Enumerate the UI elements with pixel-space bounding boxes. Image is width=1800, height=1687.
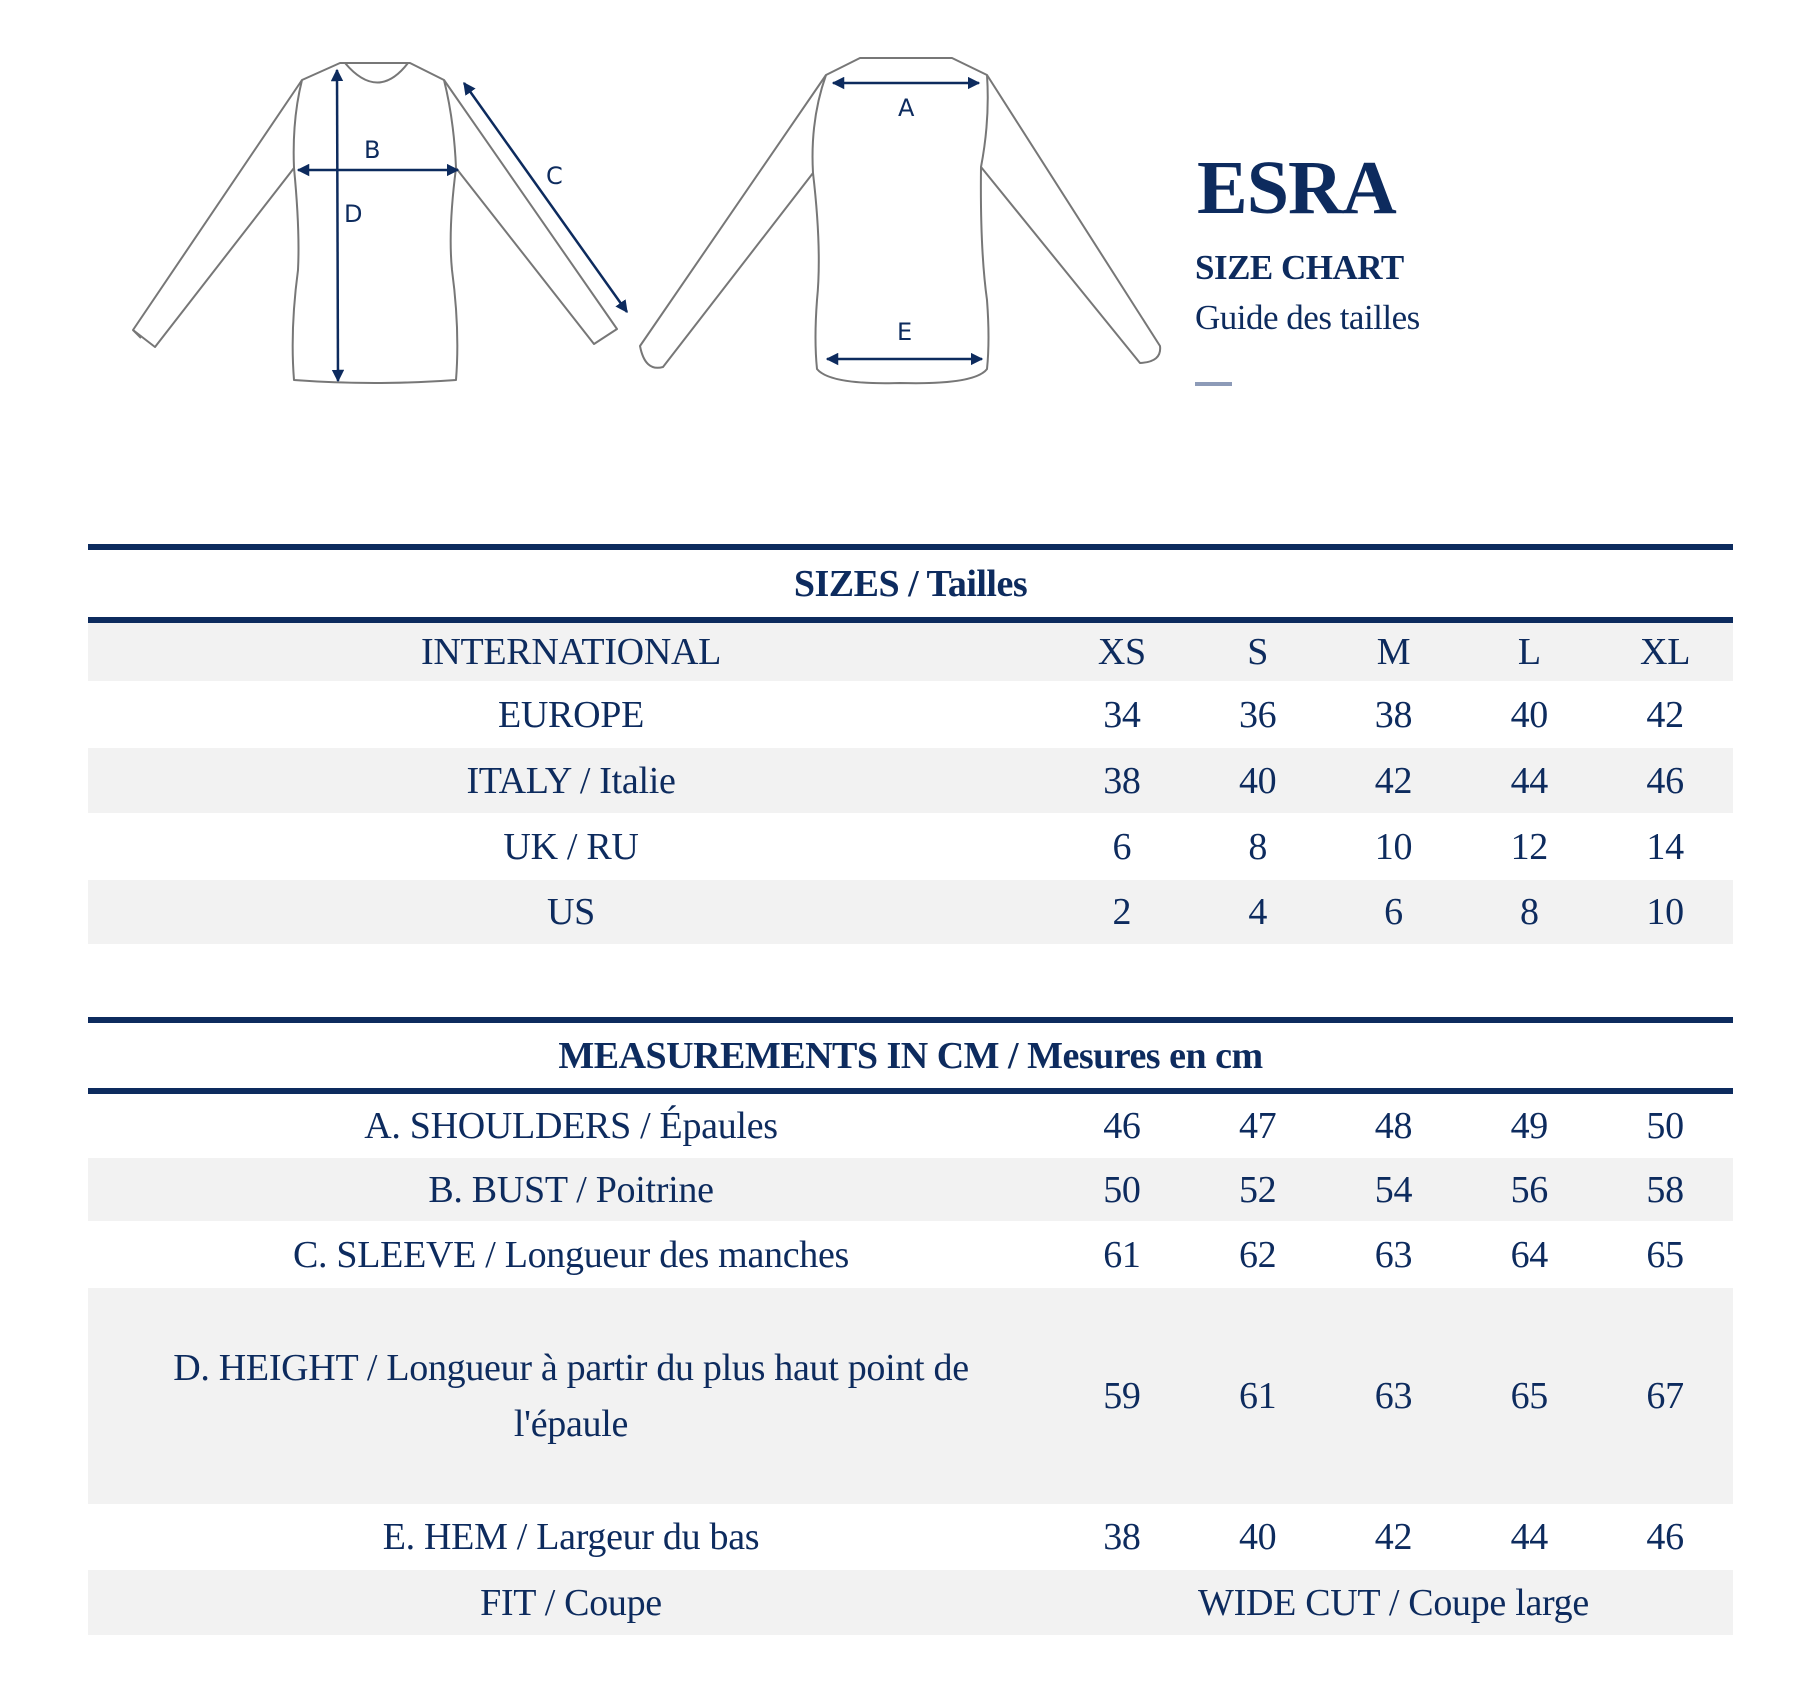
size-cell: 59 bbox=[1103, 1375, 1141, 1417]
size-cell: 65 bbox=[1510, 1375, 1549, 1417]
size-cell: 46 bbox=[1103, 1105, 1141, 1147]
size-cell: 50 bbox=[1103, 1168, 1141, 1211]
size-cell: 38 bbox=[1103, 759, 1141, 802]
front-measure-arrows bbox=[296, 68, 629, 383]
size-cell: 48 bbox=[1374, 1105, 1413, 1147]
size-cell: 6 bbox=[1384, 891, 1403, 933]
table-row: A. SHOULDERS / Épaules 46 47 48 49 50 bbox=[88, 1094, 1733, 1158]
size-cell: 4 bbox=[1248, 891, 1268, 933]
row-label: E. HEM / Largeur du bas bbox=[382, 1516, 760, 1558]
size-cell: 34 bbox=[1103, 693, 1141, 736]
size-cell: 63 bbox=[1374, 1233, 1413, 1276]
size-cell: 38 bbox=[1374, 693, 1413, 736]
table-rule bbox=[88, 1088, 1733, 1094]
size-cell: 10 bbox=[1374, 825, 1413, 868]
label-b: B bbox=[364, 136, 380, 164]
measurements-table: MEASUREMENTS IN CM / Mesures en cm A. SH… bbox=[88, 1017, 1733, 1635]
size-cell: 8 bbox=[1248, 825, 1268, 868]
table-row: B. BUST / Poitrine 50 52 54 56 58 bbox=[88, 1158, 1733, 1221]
label-a: A bbox=[898, 94, 915, 122]
table-row: ITALY / Italie 38 40 42 44 46 bbox=[88, 748, 1733, 813]
brand-title: ESRA bbox=[1197, 146, 1397, 230]
size-cell: 6 bbox=[1112, 825, 1132, 868]
row-label: US bbox=[547, 891, 595, 933]
size-cell: L bbox=[1517, 631, 1541, 673]
size-cell: 62 bbox=[1238, 1233, 1277, 1276]
size-cell: 42 bbox=[1374, 1516, 1413, 1558]
front-view-shirt bbox=[132, 62, 618, 384]
row-label: A. SHOULDERS / Épaules bbox=[364, 1105, 778, 1147]
row-label: INTERNATIONAL bbox=[420, 631, 722, 673]
table-row: E. HEM / Largeur du bas 38 40 42 44 46 bbox=[88, 1504, 1733, 1570]
garment-diagram: B C D A E bbox=[132, 57, 1162, 385]
size-cell: 56 bbox=[1510, 1168, 1549, 1211]
size-cell: 40 bbox=[1238, 759, 1277, 802]
table-rule bbox=[88, 617, 1733, 623]
title-divider bbox=[1195, 382, 1232, 386]
back-measure-arrows bbox=[825, 76, 984, 366]
size-cell: 2 bbox=[1112, 891, 1132, 933]
size-cell: 49 bbox=[1510, 1105, 1549, 1147]
size-cell: 58 bbox=[1646, 1168, 1684, 1211]
fit-row: FIT / Coupe WIDE CUT / Coupe large bbox=[88, 1570, 1733, 1635]
size-cell: 67 bbox=[1646, 1375, 1684, 1417]
measurements-table-title: MEASUREMENTS IN CM / Mesures en cm bbox=[558, 1034, 1263, 1077]
size-cell: 52 bbox=[1238, 1168, 1277, 1211]
size-cell: 42 bbox=[1374, 759, 1413, 802]
size-cell: 50 bbox=[1646, 1105, 1684, 1147]
table-row: D. HEIGHT / Longueur à partir du plus ha… bbox=[88, 1288, 1733, 1504]
table-row: EUROPE 34 36 38 40 42 bbox=[88, 681, 1733, 748]
row-label: ITALY / Italie bbox=[466, 759, 676, 802]
label-d: D bbox=[344, 200, 362, 228]
size-cell: 36 bbox=[1238, 693, 1277, 736]
sizes-table: SIZES / Tailles INTERNATIONAL XS S M L XL EURO… bbox=[88, 544, 1733, 944]
fit-label: FIT / Coupe bbox=[480, 1581, 662, 1624]
height-arrow-d bbox=[330, 68, 345, 383]
fit-value: WIDE CUT / Coupe large bbox=[1198, 1581, 1589, 1624]
label-e: E bbox=[897, 318, 912, 346]
size-cell: 14 bbox=[1646, 825, 1684, 868]
size-chart-subtitle: Guide des tailles bbox=[1195, 298, 1420, 337]
size-cell: 64 bbox=[1510, 1233, 1549, 1276]
size-cell: S bbox=[1247, 631, 1269, 673]
table-row: US 2 4 6 8 10 bbox=[88, 880, 1733, 944]
row-label: UK / RU bbox=[503, 825, 639, 868]
size-cell: 40 bbox=[1238, 1516, 1277, 1558]
size-cell: 42 bbox=[1646, 693, 1684, 736]
size-cell: 46 bbox=[1646, 1516, 1684, 1558]
sleeve-arrow-c bbox=[462, 81, 629, 314]
size-cell: 10 bbox=[1646, 891, 1684, 933]
row-label: C. SLEEVE / Longueur des manches bbox=[292, 1233, 850, 1276]
size-cell: 38 bbox=[1103, 1516, 1141, 1558]
size-cell: 63 bbox=[1374, 1375, 1413, 1417]
size-cell: XL bbox=[1640, 631, 1691, 673]
size-cell: 44 bbox=[1510, 1516, 1549, 1558]
table-row: C. SLEEVE / Longueur des manches 61 62 63 64… bbox=[88, 1221, 1733, 1288]
size-cell: 8 bbox=[1519, 891, 1539, 933]
size-chart-title: SIZE CHART bbox=[1195, 248, 1404, 287]
sizes-table-title: SIZES / Tailles bbox=[793, 562, 1028, 605]
table-row: UK / RU 6 8 10 12 14 bbox=[88, 813, 1733, 880]
size-cell: 65 bbox=[1646, 1233, 1684, 1276]
label-c: C bbox=[546, 162, 563, 190]
size-cell: 46 bbox=[1646, 759, 1684, 802]
table-rule bbox=[88, 1017, 1733, 1023]
table-rule bbox=[88, 544, 1733, 550]
size-cell: M bbox=[1376, 631, 1411, 673]
row-label: D. HEIGHT / Longueur à partir du plus ha… bbox=[173, 1347, 969, 1445]
size-cell: 61 bbox=[1103, 1233, 1141, 1276]
size-cell: 44 bbox=[1510, 759, 1549, 802]
size-cell: XS bbox=[1097, 631, 1146, 673]
row-label: EUROPE bbox=[498, 693, 644, 736]
size-cell: 12 bbox=[1510, 825, 1549, 868]
size-cell: 54 bbox=[1374, 1168, 1413, 1211]
row-label: B. BUST / Poitrine bbox=[428, 1168, 714, 1211]
table-row: INTERNATIONAL XS S M L XL bbox=[88, 623, 1733, 681]
back-view-shirt bbox=[639, 57, 1162, 385]
size-cell: 40 bbox=[1510, 693, 1549, 736]
size-cell: 61 bbox=[1238, 1375, 1277, 1417]
size-cell: 47 bbox=[1238, 1105, 1277, 1147]
